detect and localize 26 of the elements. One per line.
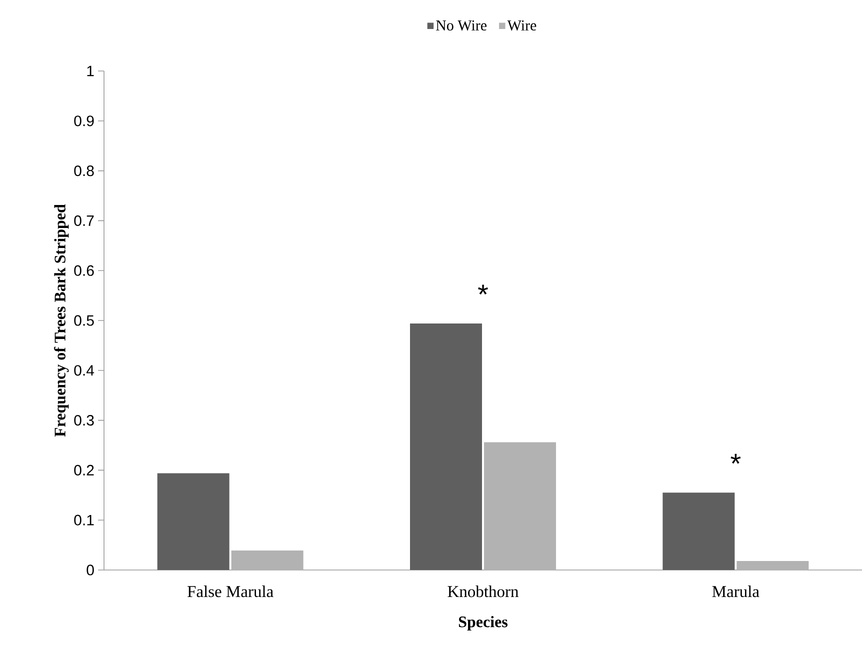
- legend-label: Wire: [507, 20, 536, 31]
- x-tick-label: Marula: [712, 586, 760, 598]
- y-tick-label: 0.7: [74, 215, 94, 226]
- bar: [662, 492, 735, 570]
- bar: [157, 473, 230, 570]
- y-tick-label: 0: [86, 564, 94, 576]
- y-tick-label: 0.4: [74, 365, 94, 376]
- y-axis-title: Frequency of Trees Bark Stripped: [54, 204, 69, 437]
- y-tick-label: 0.8: [74, 165, 94, 176]
- y-tick-label: 0.1: [74, 514, 94, 526]
- bar: [484, 442, 556, 570]
- y-tick-label: 0.6: [74, 265, 94, 276]
- y-tick-label: 0.9: [74, 116, 94, 126]
- y-tick-label: 1: [87, 66, 94, 76]
- y-tick-label: 0.2: [74, 464, 94, 476]
- bar: [736, 561, 809, 570]
- bar: [231, 550, 304, 570]
- y-tick-label: 0.3: [74, 414, 94, 426]
- y-tick-label: 0.5: [74, 315, 94, 326]
- x-tick-label: Knobthorn: [448, 586, 518, 598]
- annotation: *: [478, 284, 488, 295]
- x-tick-label: False Marula: [188, 586, 274, 598]
- x-axis-title: Species: [458, 616, 508, 631]
- legend-label: No Wire: [436, 20, 487, 31]
- annotation: *: [730, 454, 741, 464]
- bar: [410, 323, 482, 570]
